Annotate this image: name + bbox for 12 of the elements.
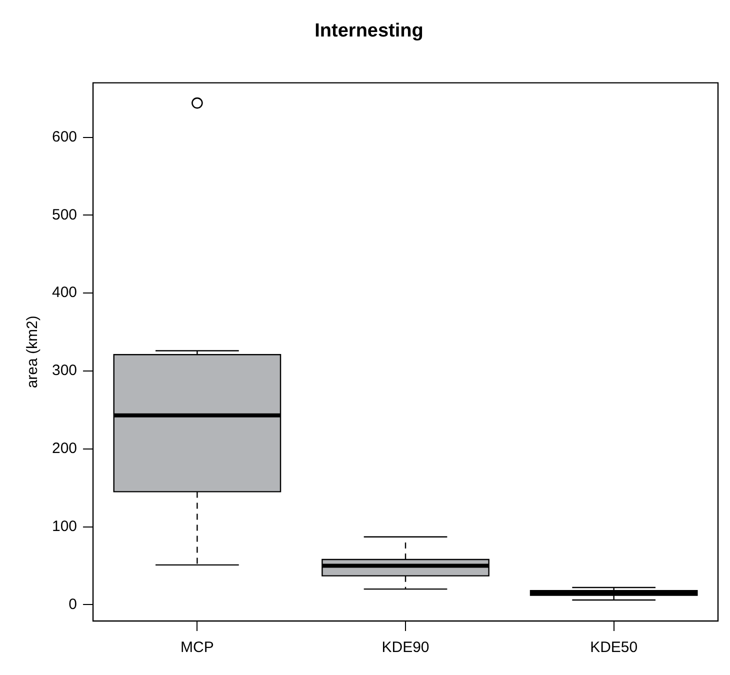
y-tick-label: 600 [52, 128, 78, 146]
y-axis-title: area (km2) [24, 316, 42, 388]
y-tick-label: 300 [52, 362, 78, 380]
x-tick-label: MCP [180, 639, 214, 656]
y-tick-label: 100 [52, 518, 78, 535]
x-tick-label: KDE50 [590, 639, 638, 656]
chart-title: Internesting [314, 20, 424, 42]
y-tick-label: 500 [52, 206, 78, 224]
y-tick-label: 400 [52, 284, 78, 302]
x-tick-label: KDE90 [382, 639, 430, 656]
y-tick-label: 0 [68, 596, 78, 613]
y-tick-label: 200 [52, 440, 78, 458]
